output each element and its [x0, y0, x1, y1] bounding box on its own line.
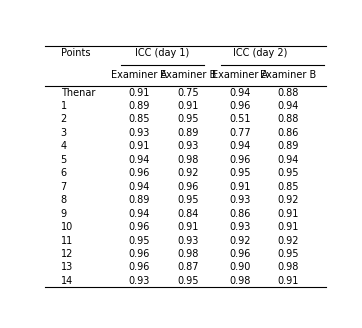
Text: 0.95: 0.95: [230, 168, 251, 178]
Text: 0.93: 0.93: [178, 236, 199, 246]
Text: 0.98: 0.98: [230, 276, 251, 286]
Text: 0.93: 0.93: [129, 276, 150, 286]
Text: ICC (day 1): ICC (day 1): [135, 48, 189, 58]
Text: 13: 13: [61, 262, 73, 273]
Text: 0.96: 0.96: [129, 249, 150, 259]
Text: 5: 5: [61, 155, 67, 165]
Text: 0.95: 0.95: [178, 195, 199, 205]
Text: 0.85: 0.85: [129, 114, 150, 125]
Text: 0.93: 0.93: [230, 195, 251, 205]
Text: 0.86: 0.86: [277, 128, 299, 138]
Text: Thenar: Thenar: [61, 88, 95, 97]
Text: 0.94: 0.94: [129, 155, 150, 165]
Text: ICC (day 2): ICC (day 2): [233, 48, 287, 58]
Text: 0.93: 0.93: [129, 128, 150, 138]
Text: 0.92: 0.92: [277, 236, 299, 246]
Text: 0.91: 0.91: [129, 88, 150, 97]
Text: 0.94: 0.94: [230, 88, 251, 97]
Text: 0.75: 0.75: [177, 88, 199, 97]
Text: Examiner A: Examiner A: [212, 71, 268, 80]
Text: 0.95: 0.95: [129, 236, 150, 246]
Text: 0.87: 0.87: [178, 262, 199, 273]
Text: Examiner A: Examiner A: [111, 71, 167, 80]
Text: 0.95: 0.95: [277, 168, 299, 178]
Text: 0.96: 0.96: [230, 101, 251, 111]
Text: 0.86: 0.86: [230, 209, 251, 219]
Text: 0.91: 0.91: [277, 276, 299, 286]
Text: 0.96: 0.96: [178, 182, 199, 192]
Text: 0.96: 0.96: [129, 168, 150, 178]
Text: 11: 11: [61, 236, 73, 246]
Text: 0.51: 0.51: [230, 114, 251, 125]
Text: 0.92: 0.92: [178, 168, 199, 178]
Text: 0.91: 0.91: [277, 222, 299, 232]
Text: Examiner B: Examiner B: [160, 71, 216, 80]
Text: 0.94: 0.94: [277, 101, 299, 111]
Text: 0.96: 0.96: [230, 249, 251, 259]
Text: 1: 1: [61, 101, 67, 111]
Text: 0.91: 0.91: [230, 182, 251, 192]
Text: 0.91: 0.91: [129, 141, 150, 152]
Text: 0.89: 0.89: [129, 101, 150, 111]
Text: Points: Points: [61, 48, 90, 58]
Text: 0.98: 0.98: [178, 249, 199, 259]
Text: 0.96: 0.96: [129, 262, 150, 273]
Text: 9: 9: [61, 209, 67, 219]
Text: 0.92: 0.92: [230, 236, 251, 246]
Text: 0.89: 0.89: [178, 128, 199, 138]
Text: 0.92: 0.92: [277, 195, 299, 205]
Text: 0.77: 0.77: [230, 128, 251, 138]
Text: 0.89: 0.89: [129, 195, 150, 205]
Text: 0.95: 0.95: [178, 276, 199, 286]
Text: 8: 8: [61, 195, 67, 205]
Text: 7: 7: [61, 182, 67, 192]
Text: 0.88: 0.88: [277, 88, 299, 97]
Text: 14: 14: [61, 276, 73, 286]
Text: 0.91: 0.91: [277, 209, 299, 219]
Text: 0.88: 0.88: [277, 114, 299, 125]
Text: 0.94: 0.94: [129, 182, 150, 192]
Text: 3: 3: [61, 128, 67, 138]
Text: 0.91: 0.91: [178, 222, 199, 232]
Text: 0.91: 0.91: [178, 101, 199, 111]
Text: 0.98: 0.98: [277, 262, 299, 273]
Text: 0.95: 0.95: [178, 114, 199, 125]
Text: 6: 6: [61, 168, 67, 178]
Text: 0.94: 0.94: [230, 141, 251, 152]
Text: 0.96: 0.96: [129, 222, 150, 232]
Text: 0.93: 0.93: [230, 222, 251, 232]
Text: 0.94: 0.94: [129, 209, 150, 219]
Text: 0.95: 0.95: [277, 249, 299, 259]
Text: 0.93: 0.93: [178, 141, 199, 152]
Text: 2: 2: [61, 114, 67, 125]
Text: 12: 12: [61, 249, 73, 259]
Text: 0.89: 0.89: [277, 141, 299, 152]
Text: 0.98: 0.98: [178, 155, 199, 165]
Text: 0.85: 0.85: [277, 182, 299, 192]
Text: Examiner B: Examiner B: [260, 71, 316, 80]
Text: 4: 4: [61, 141, 67, 152]
Text: 0.94: 0.94: [277, 155, 299, 165]
Text: 10: 10: [61, 222, 73, 232]
Text: 0.96: 0.96: [230, 155, 251, 165]
Text: 0.84: 0.84: [178, 209, 199, 219]
Text: 0.90: 0.90: [230, 262, 251, 273]
